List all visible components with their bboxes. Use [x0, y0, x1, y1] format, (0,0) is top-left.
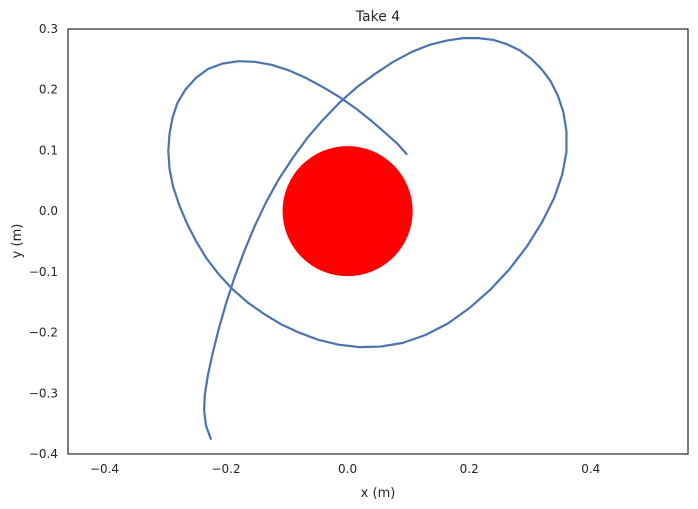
- y-tick-label: −0.1: [29, 265, 58, 279]
- plot-frame: [67, 28, 689, 455]
- trajectory-layer: [167, 37, 568, 440]
- x-tick-labels: −0.4 −0.2 0.0 0.2 0.4: [90, 462, 600, 476]
- trajectory-line-0: [167, 37, 568, 440]
- y-tick-label: 0.2: [39, 83, 58, 97]
- x-tick-label: −0.2: [211, 462, 240, 476]
- x-axis-label: x (m): [361, 486, 396, 501]
- x-tick-label: −0.4: [90, 462, 119, 476]
- x-tick-label: 0.0: [338, 462, 357, 476]
- y-tick-label: 0.0: [39, 204, 58, 218]
- obstacle-circle-layer: [282, 146, 413, 277]
- y-tick-label: −0.3: [29, 386, 58, 400]
- y-tick-label: −0.2: [29, 326, 58, 340]
- x-tick-label: 0.2: [460, 462, 479, 476]
- y-tick-labels: −0.4 −0.3 −0.2 −0.1 0.0 0.1 0.2 0.3: [29, 22, 58, 461]
- chart-title: Take 4: [355, 9, 400, 25]
- obstacle-circle: [282, 146, 413, 277]
- x-tick-label: 0.4: [581, 462, 600, 476]
- y-axis-label: y (m): [10, 224, 25, 259]
- y-tick-label: 0.3: [39, 22, 58, 36]
- y-tick-label: −0.4: [29, 447, 58, 461]
- y-tick-label: 0.1: [39, 143, 58, 157]
